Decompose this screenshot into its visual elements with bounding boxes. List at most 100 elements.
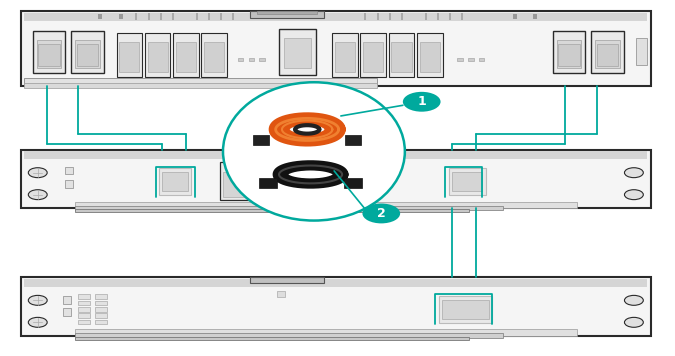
Bar xyxy=(479,58,485,61)
Bar xyxy=(284,38,311,68)
Bar xyxy=(78,320,90,324)
Bar xyxy=(75,333,502,338)
Bar xyxy=(557,41,581,68)
Bar xyxy=(533,14,537,19)
Circle shape xyxy=(288,197,292,199)
Bar xyxy=(437,14,439,20)
Circle shape xyxy=(296,179,300,181)
Bar xyxy=(420,42,440,72)
Bar xyxy=(77,44,99,66)
Bar xyxy=(136,14,138,20)
Bar xyxy=(468,58,474,61)
Bar xyxy=(99,14,103,19)
Bar xyxy=(65,180,73,188)
Bar xyxy=(78,314,90,318)
Circle shape xyxy=(296,183,300,185)
Bar xyxy=(119,42,140,72)
Circle shape xyxy=(270,183,274,185)
Bar xyxy=(172,14,174,20)
Bar xyxy=(458,58,463,61)
Bar xyxy=(450,14,452,20)
Bar xyxy=(277,291,285,297)
Circle shape xyxy=(261,193,265,195)
Bar xyxy=(95,320,107,324)
Circle shape xyxy=(28,295,47,305)
Bar xyxy=(196,14,198,20)
Bar xyxy=(260,163,268,169)
Bar xyxy=(75,209,469,213)
Bar xyxy=(75,336,469,340)
Bar xyxy=(591,31,624,73)
Circle shape xyxy=(261,174,265,176)
Circle shape xyxy=(296,174,300,176)
Bar xyxy=(78,307,90,312)
Bar xyxy=(512,14,516,19)
Bar xyxy=(335,42,355,72)
Bar xyxy=(250,277,324,283)
Circle shape xyxy=(261,179,265,181)
Bar xyxy=(259,58,265,61)
Bar xyxy=(636,38,647,64)
Bar xyxy=(597,44,618,66)
Bar xyxy=(223,172,255,197)
Bar xyxy=(38,44,60,66)
Text: 1: 1 xyxy=(417,95,426,108)
Bar xyxy=(24,78,377,86)
Bar xyxy=(76,41,100,68)
Bar xyxy=(163,172,188,192)
Circle shape xyxy=(28,317,47,327)
Circle shape xyxy=(279,183,283,185)
Bar xyxy=(24,151,647,159)
Circle shape xyxy=(270,174,274,176)
Circle shape xyxy=(261,188,265,190)
Ellipse shape xyxy=(223,82,405,221)
Circle shape xyxy=(403,92,441,112)
Bar xyxy=(442,300,489,319)
Bar xyxy=(148,42,168,72)
Circle shape xyxy=(296,193,300,195)
Bar xyxy=(279,29,316,75)
Bar xyxy=(24,83,377,88)
Bar xyxy=(21,277,651,336)
Bar xyxy=(377,14,379,20)
Circle shape xyxy=(279,179,283,181)
Bar xyxy=(363,42,383,72)
Bar xyxy=(65,167,73,174)
Bar xyxy=(24,279,647,287)
Bar xyxy=(119,14,123,19)
Bar xyxy=(232,14,234,20)
Bar xyxy=(389,14,391,20)
Bar xyxy=(21,150,651,208)
Bar xyxy=(78,301,90,305)
Bar xyxy=(78,294,90,299)
Bar xyxy=(145,33,171,77)
Bar xyxy=(256,11,317,14)
Bar xyxy=(417,33,443,77)
Bar xyxy=(345,135,361,145)
Bar xyxy=(462,14,464,20)
Bar xyxy=(75,329,576,336)
Bar xyxy=(238,58,243,61)
Circle shape xyxy=(279,193,283,195)
Bar xyxy=(248,58,254,61)
Bar xyxy=(425,14,427,20)
Bar xyxy=(219,162,259,200)
Circle shape xyxy=(288,174,292,176)
Bar xyxy=(159,168,191,195)
Circle shape xyxy=(279,197,283,199)
Bar xyxy=(360,33,386,77)
Circle shape xyxy=(624,190,643,200)
Circle shape xyxy=(624,168,643,178)
Bar xyxy=(173,33,198,77)
Bar xyxy=(176,42,196,72)
Circle shape xyxy=(296,197,300,199)
Bar xyxy=(259,178,277,188)
Bar xyxy=(250,150,324,155)
Circle shape xyxy=(28,168,47,178)
Circle shape xyxy=(261,197,265,199)
Bar xyxy=(63,296,72,304)
Bar xyxy=(160,14,162,20)
Circle shape xyxy=(288,183,292,185)
Bar xyxy=(204,42,224,72)
Bar xyxy=(250,11,324,18)
